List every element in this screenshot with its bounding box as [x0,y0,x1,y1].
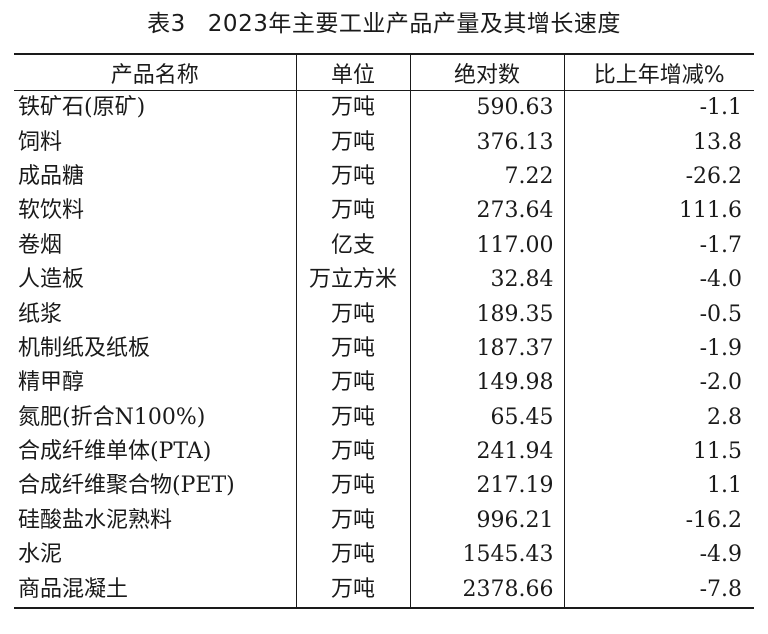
change-cell: 13.8 [563,125,754,160]
product-name-cell: 硅酸盐水泥熟料 [18,507,173,533]
header-change-percent: 比上年增减% [563,54,754,91]
change-cell: -4.0 [563,262,754,298]
unit-cell: 万吨 [295,125,410,160]
unit-cell: 万立方米 [295,262,410,298]
unit-cell: 万吨 [295,503,410,539]
table-title: 表3 2023年主要工业产品产量及其增长速度 [0,8,768,40]
unit-cell: 万吨 [295,469,410,504]
table-number: 表3 [147,11,186,37]
table-row: 硅酸盐水泥熟料 万吨 996.21 -16.2 [14,503,754,539]
value-cell: 189.35 [409,297,564,332]
table-row: 氮肥(折合N100%) 万吨 65.45 2.8 [14,400,754,435]
table-row: 合成纤维单体(PTA) 万吨 241.94 11.5 [14,434,754,470]
change-cell: 2.8 [563,400,754,435]
change-cell: -7.8 [563,572,754,608]
value-cell: 149.98 [409,366,564,401]
product-name-cell: 铁矿石(原矿) [18,95,146,121]
change-cell: -4.9 [563,538,754,573]
value-cell: 117.00 [409,228,564,263]
unit-cell: 万吨 [295,434,410,470]
product-name-cell: 合成纤维单体(PTA) [18,439,212,465]
header-absolute-value: 绝对数 [409,54,564,91]
header-unit: 单位 [295,54,410,91]
value-cell: 996.21 [409,503,564,539]
product-name-cell: 人造板 [18,267,85,293]
table-row: 人造板 万立方米 32.84 -4.0 [14,262,754,298]
change-cell: 1.1 [563,469,754,504]
product-name-cell: 水泥 [18,542,63,568]
unit-cell: 万吨 [295,297,410,332]
table-caption: 2023年主要工业产品产量及其增长速度 [207,11,621,37]
table-row: 卷烟 亿支 117.00 -1.7 [14,228,754,263]
value-cell: 1545.43 [409,538,564,573]
product-name-cell: 卷烟 [18,232,63,258]
header-product-name: 产品名称 [14,54,296,91]
table-row: 机制纸及纸板 万吨 187.37 -1.9 [14,331,754,367]
value-cell: 65.45 [409,400,564,435]
change-cell: -1.9 [563,331,754,367]
change-cell: -1.1 [563,90,754,126]
table-row: 合成纤维聚合物(PET) 万吨 217.19 1.1 [14,469,754,504]
unit-cell: 万吨 [295,538,410,573]
production-table-container: 产品名称 单位 绝对数 比上年增减% 铁矿石(原矿) 万吨 590.63 -1.… [14,53,754,609]
change-cell: -2.0 [563,366,754,401]
change-cell: 111.6 [563,194,754,229]
value-cell: 241.94 [409,434,564,470]
product-name-cell: 合成纤维聚合物(PET) [18,473,235,499]
change-cell: -16.2 [563,503,754,539]
unit-cell: 万吨 [295,194,410,229]
value-cell: 590.63 [409,90,564,126]
table-row: 成品糖 万吨 7.22 -26.2 [14,159,754,195]
product-name-cell: 氮肥(折合N100%) [18,404,206,430]
table-row: 软饮料 万吨 273.64 111.6 [14,194,754,229]
product-name-cell: 精甲醇 [18,370,85,396]
unit-cell: 万吨 [295,331,410,367]
table-row: 纸浆 万吨 189.35 -0.5 [14,297,754,332]
product-name-cell: 纸浆 [18,301,63,327]
unit-cell: 万吨 [295,400,410,435]
value-cell: 187.37 [409,331,564,367]
unit-cell: 万吨 [295,572,410,608]
production-table: 产品名称 单位 绝对数 比上年增减% 铁矿石(原矿) 万吨 590.63 -1.… [14,53,754,609]
header-row: 产品名称 单位 绝对数 比上年增减% [14,54,754,91]
table-row: 商品混凝土 万吨 2378.66 -7.8 [14,572,754,608]
unit-cell: 万吨 [295,366,410,401]
change-cell: -26.2 [563,159,754,195]
value-cell: 2378.66 [409,572,564,608]
change-cell: 11.5 [563,434,754,470]
value-cell: 32.84 [409,262,564,298]
unit-cell: 万吨 [295,90,410,126]
product-name-cell: 软饮料 [18,198,85,224]
value-cell: 217.19 [409,469,564,504]
table-row: 铁矿石(原矿) 万吨 590.63 -1.1 [14,90,754,126]
table-row: 饲料 万吨 376.13 13.8 [14,125,754,160]
product-name-cell: 商品混凝土 [18,576,129,602]
product-name-cell: 成品糖 [18,163,85,189]
table-row: 水泥 万吨 1545.43 -4.9 [14,538,754,573]
change-cell: -1.7 [563,228,754,263]
unit-cell: 万吨 [295,159,410,195]
product-name-cell: 机制纸及纸板 [18,335,151,361]
change-cell: -0.5 [563,297,754,332]
product-name-cell: 饲料 [18,129,63,155]
value-cell: 7.22 [409,159,564,195]
value-cell: 273.64 [409,194,564,229]
unit-cell: 亿支 [295,228,410,263]
table-row: 精甲醇 万吨 149.98 -2.0 [14,366,754,401]
value-cell: 376.13 [409,125,564,160]
